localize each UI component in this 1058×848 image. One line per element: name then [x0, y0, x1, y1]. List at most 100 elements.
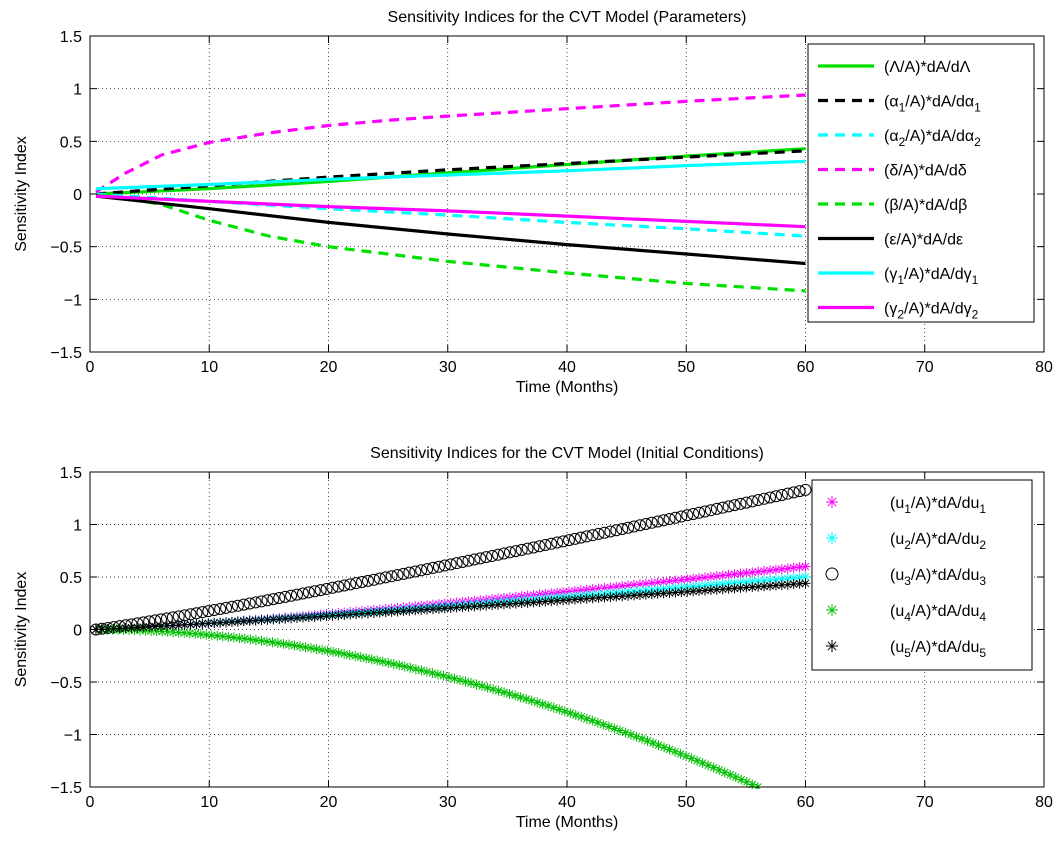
legend-label-subscript: 2	[904, 538, 911, 552]
legend-label-part: (γ	[884, 301, 897, 318]
data-point	[620, 727, 631, 738]
data-point	[150, 621, 161, 632]
data-point	[161, 620, 172, 631]
data-point	[126, 622, 137, 633]
data-point	[800, 572, 811, 582]
data-point	[338, 579, 351, 592]
data-point	[450, 557, 463, 570]
legend-label-subscript: 3	[904, 574, 911, 588]
data-point	[391, 569, 404, 582]
data-point	[374, 607, 385, 618]
data-point	[646, 578, 657, 589]
data-point	[339, 609, 350, 620]
data-point	[569, 594, 580, 605]
chart-2: 0 10 20 30 40 50 60 70 80 −1.5 −1 −0.5 0 0.5 1 1.5 Sensi…	[13, 445, 1053, 831]
data-point	[705, 579, 716, 590]
data-point	[356, 576, 369, 589]
data-point	[303, 612, 314, 623]
data-point	[255, 595, 268, 608]
data-point	[132, 622, 143, 633]
data-point	[280, 613, 291, 624]
legend-label-part: (u	[890, 567, 904, 584]
y-tick-label: −1	[64, 728, 82, 745]
data-point	[629, 590, 640, 601]
legend-label: (u1/A)*dA/du1	[890, 495, 986, 516]
legend-label-part: (γ	[884, 266, 897, 283]
data-point	[499, 687, 510, 698]
data-point	[735, 582, 746, 593]
legend-label: (α1/A)*dA/dα1	[884, 94, 981, 115]
data-point	[575, 594, 586, 605]
data-point	[267, 593, 280, 606]
data-point	[477, 681, 488, 692]
data-point	[388, 659, 399, 670]
data-point	[321, 611, 332, 622]
data-point	[285, 589, 298, 602]
x-axis-label: Time (Months)	[516, 379, 619, 396]
series-6	[95, 194, 806, 266]
y-tick-label: −0.5	[50, 675, 82, 692]
data-point	[526, 695, 537, 706]
legend-label-subscript: 1	[899, 101, 906, 115]
legend-label: (ε/A)*dA/dε	[884, 232, 963, 249]
data-point	[231, 599, 244, 612]
data-point	[202, 605, 215, 618]
data-point	[676, 574, 687, 585]
data-point	[475, 600, 486, 611]
data-point	[274, 614, 285, 625]
data-point	[243, 597, 256, 610]
data-point	[574, 531, 587, 544]
data-point	[191, 619, 202, 630]
y-tick-label: −0.5	[50, 240, 82, 257]
data-point	[651, 515, 664, 528]
legend-entry: (u5/A)*dA/du5	[826, 639, 986, 660]
data-point	[279, 590, 292, 603]
legend-label-part: /A)*dA/du	[911, 531, 979, 548]
data-point	[487, 600, 498, 611]
series-line	[95, 194, 806, 266]
data-point	[728, 499, 741, 512]
legend-label-subscript: 1	[979, 502, 986, 516]
data-point	[747, 567, 758, 578]
data-point	[522, 597, 533, 608]
data-point	[515, 543, 528, 556]
data-point	[226, 616, 237, 627]
data-point	[469, 601, 480, 612]
data-point	[617, 581, 628, 592]
x-tick-label: 40	[558, 794, 576, 811]
data-point	[409, 565, 422, 578]
data-point	[551, 536, 564, 549]
data-point	[776, 579, 787, 590]
data-point	[451, 602, 462, 613]
data-point	[747, 582, 758, 593]
data-point	[659, 742, 670, 753]
data-point	[238, 616, 249, 627]
legend-label-subscript: 5	[904, 646, 911, 660]
data-point	[357, 608, 368, 619]
legend-label-part: /A)*dA/dγ	[904, 301, 972, 318]
data-point	[234, 633, 245, 644]
data-point	[747, 779, 758, 789]
legend-label: (u4/A)*dA/du4	[890, 603, 986, 624]
data-point	[249, 596, 262, 609]
data-point	[559, 706, 570, 717]
data-point	[350, 651, 361, 662]
data-point	[605, 592, 616, 603]
data-point	[262, 614, 273, 625]
data-point	[151, 626, 162, 637]
data-point	[383, 657, 394, 668]
data-point	[705, 571, 716, 582]
data-point	[300, 642, 311, 653]
data-point	[221, 617, 232, 628]
data-point	[439, 603, 450, 614]
data-point	[581, 593, 592, 604]
data-point	[397, 567, 410, 580]
data-point	[563, 586, 574, 597]
data-point	[623, 580, 634, 591]
data-point	[770, 580, 781, 591]
data-point	[392, 606, 403, 617]
data-point	[527, 541, 540, 554]
data-point	[168, 627, 179, 638]
data-point	[510, 598, 521, 609]
